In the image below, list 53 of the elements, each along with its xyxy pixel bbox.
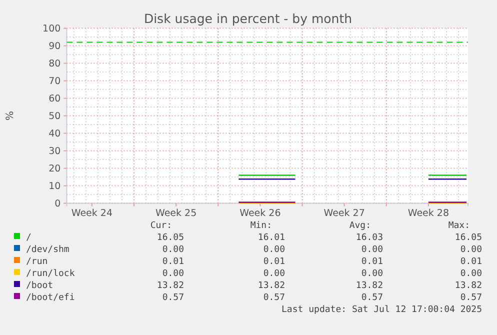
text: 16.05 <box>454 233 482 243</box>
y-tick-label: 80 <box>48 58 61 70</box>
text: 13.82 <box>356 281 383 291</box>
text: 0.01 <box>460 257 482 267</box>
text: 0.01 <box>162 257 184 267</box>
chart-title: Disk usage in percent - by month <box>144 11 352 26</box>
legend-label: /run <box>26 257 48 267</box>
text: 0.01 <box>361 257 383 267</box>
x-tick-label: Week 24 <box>71 208 113 220</box>
text: Max: <box>448 221 470 231</box>
legend-label: /dev/shm <box>26 245 70 255</box>
text: 0.57 <box>162 293 184 303</box>
y-tick-label: 90 <box>48 40 61 52</box>
text: 13.82 <box>258 281 285 291</box>
legend-label: /boot/efi <box>26 293 75 303</box>
y-tick-label: 40 <box>48 128 61 140</box>
text: 0.00 <box>263 269 285 279</box>
legend-label: / <box>26 233 32 243</box>
y-tick-label: 70 <box>48 76 61 87</box>
x-tick-label: Week 26 <box>240 208 281 220</box>
text: 0.00 <box>263 245 285 255</box>
y-tick-label: 60 <box>48 93 61 104</box>
y-tick-label: 10 <box>48 180 61 192</box>
text: 0.57 <box>361 293 383 303</box>
text: 0.00 <box>162 269 184 279</box>
y-tick-label: 30 <box>48 146 61 157</box>
text: 0.00 <box>361 245 383 255</box>
text: 0.00 <box>361 269 383 279</box>
x-tick-label: Week 27 <box>324 208 365 220</box>
text: 13.82 <box>156 281 184 291</box>
text: 0.00 <box>460 269 482 279</box>
y-axis-title: % <box>5 111 16 121</box>
text: Cur: <box>150 221 172 231</box>
text: 16.01 <box>258 233 285 243</box>
text: 0.57 <box>460 293 482 303</box>
x-tick-label: Week 25 <box>155 208 197 220</box>
text: 16.05 <box>156 233 184 243</box>
text: 0.00 <box>460 245 482 255</box>
text: Avg: <box>349 221 371 231</box>
text: 0.00 <box>162 245 184 255</box>
text: Min: <box>250 221 272 231</box>
text: 0.01 <box>263 257 285 267</box>
text: 0.57 <box>263 293 285 303</box>
y-tick-label: 20 <box>48 163 61 174</box>
y-tick-label: 0 <box>54 198 61 210</box>
legend-label: /boot <box>26 281 54 291</box>
text: Last update: Sat Jul 12 17:00:04 2025 <box>282 305 482 315</box>
y-tick-label: 100 <box>42 23 61 34</box>
text: 13.82 <box>454 281 482 291</box>
text: 16.03 <box>356 233 383 243</box>
x-tick-label: Week 28 <box>408 208 450 220</box>
legend-label: /run/lock <box>26 269 76 279</box>
y-tick-label: 50 <box>48 110 61 122</box>
